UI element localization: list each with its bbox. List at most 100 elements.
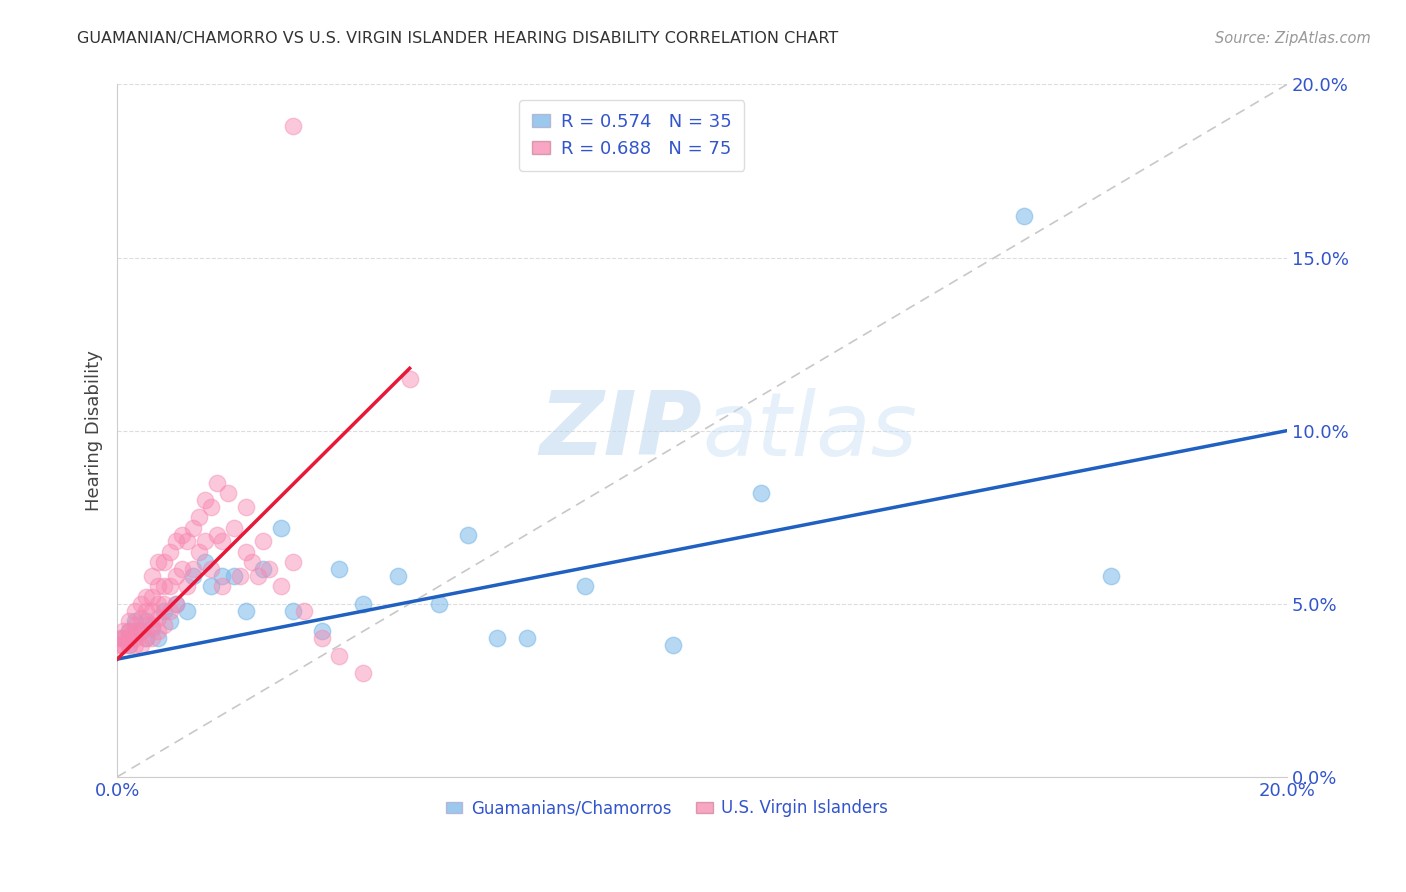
Point <box>211 579 233 593</box>
Text: ZIP: ZIP <box>540 387 702 475</box>
Legend: Guamanians/Chamorros, U.S. Virgin Islanders: Guamanians/Chamorros, U.S. Virgin Island… <box>439 793 894 824</box>
Point <box>281 555 304 569</box>
Point <box>176 604 198 618</box>
Point <box>129 624 152 639</box>
Point <box>229 569 252 583</box>
Point <box>146 555 169 569</box>
Point <box>188 510 211 524</box>
Point <box>194 534 217 549</box>
Point <box>170 527 193 541</box>
Point <box>1012 209 1035 223</box>
Point <box>129 638 152 652</box>
Point <box>486 632 509 646</box>
Point <box>108 632 131 646</box>
Point <box>281 119 304 133</box>
Point <box>135 632 157 646</box>
Point <box>292 604 315 618</box>
Point <box>141 621 163 635</box>
Point <box>153 579 176 593</box>
Point <box>124 614 146 628</box>
Point <box>574 579 596 593</box>
Point <box>135 617 157 632</box>
Point <box>170 562 193 576</box>
Point <box>108 638 131 652</box>
Text: atlas: atlas <box>702 388 917 474</box>
Point <box>118 624 141 639</box>
Point <box>153 555 176 569</box>
Point <box>111 638 134 652</box>
Point <box>135 614 157 628</box>
Point <box>270 520 292 534</box>
Point <box>159 604 181 618</box>
Point <box>146 632 169 646</box>
Point <box>118 638 141 652</box>
Point <box>311 624 333 639</box>
Point <box>112 632 135 646</box>
Text: GUAMANIAN/CHAMORRO VS U.S. VIRGIN ISLANDER HEARING DISABILITY CORRELATION CHART: GUAMANIAN/CHAMORRO VS U.S. VIRGIN ISLAND… <box>77 31 838 46</box>
Point <box>1101 569 1123 583</box>
Point <box>135 604 157 618</box>
Point <box>159 579 181 593</box>
Point <box>159 545 181 559</box>
Point <box>427 597 450 611</box>
Point <box>124 638 146 652</box>
Point <box>270 579 292 593</box>
Text: Source: ZipAtlas.com: Source: ZipAtlas.com <box>1215 31 1371 46</box>
Y-axis label: Hearing Disability: Hearing Disability <box>86 351 103 511</box>
Point <box>112 632 135 646</box>
Point <box>129 610 152 624</box>
Point <box>281 604 304 618</box>
Point <box>176 534 198 549</box>
Point <box>749 486 772 500</box>
Point <box>188 545 211 559</box>
Point <box>352 665 374 680</box>
Point <box>516 632 538 646</box>
Point <box>135 632 157 646</box>
Point <box>235 604 257 618</box>
Point <box>118 632 141 646</box>
Point <box>165 569 187 583</box>
Point <box>146 624 169 639</box>
Point <box>124 617 146 632</box>
Point <box>141 604 163 618</box>
Point <box>141 569 163 583</box>
Point <box>153 604 176 618</box>
Point <box>146 579 169 593</box>
Point <box>141 617 163 632</box>
Point <box>118 624 141 639</box>
Point <box>129 597 152 611</box>
Point <box>118 638 141 652</box>
Point <box>165 534 187 549</box>
Point <box>141 632 163 646</box>
Point <box>328 562 350 576</box>
Point <box>200 500 222 514</box>
Point <box>328 648 350 663</box>
Point <box>211 569 233 583</box>
Point <box>181 562 204 576</box>
Point <box>200 579 222 593</box>
Point <box>224 520 246 534</box>
Point <box>194 492 217 507</box>
Point <box>194 555 217 569</box>
Point <box>176 579 198 593</box>
Point <box>124 624 146 639</box>
Point <box>311 632 333 646</box>
Point <box>181 569 204 583</box>
Point <box>217 486 239 500</box>
Point <box>135 590 157 604</box>
Point <box>124 632 146 646</box>
Point <box>211 534 233 549</box>
Point <box>141 590 163 604</box>
Point <box>118 614 141 628</box>
Point <box>205 475 228 490</box>
Point <box>235 545 257 559</box>
Point <box>352 597 374 611</box>
Point <box>240 555 263 569</box>
Point <box>252 562 274 576</box>
Point <box>200 562 222 576</box>
Point <box>457 527 479 541</box>
Point <box>165 597 187 611</box>
Point <box>205 527 228 541</box>
Point <box>165 597 187 611</box>
Point <box>235 500 257 514</box>
